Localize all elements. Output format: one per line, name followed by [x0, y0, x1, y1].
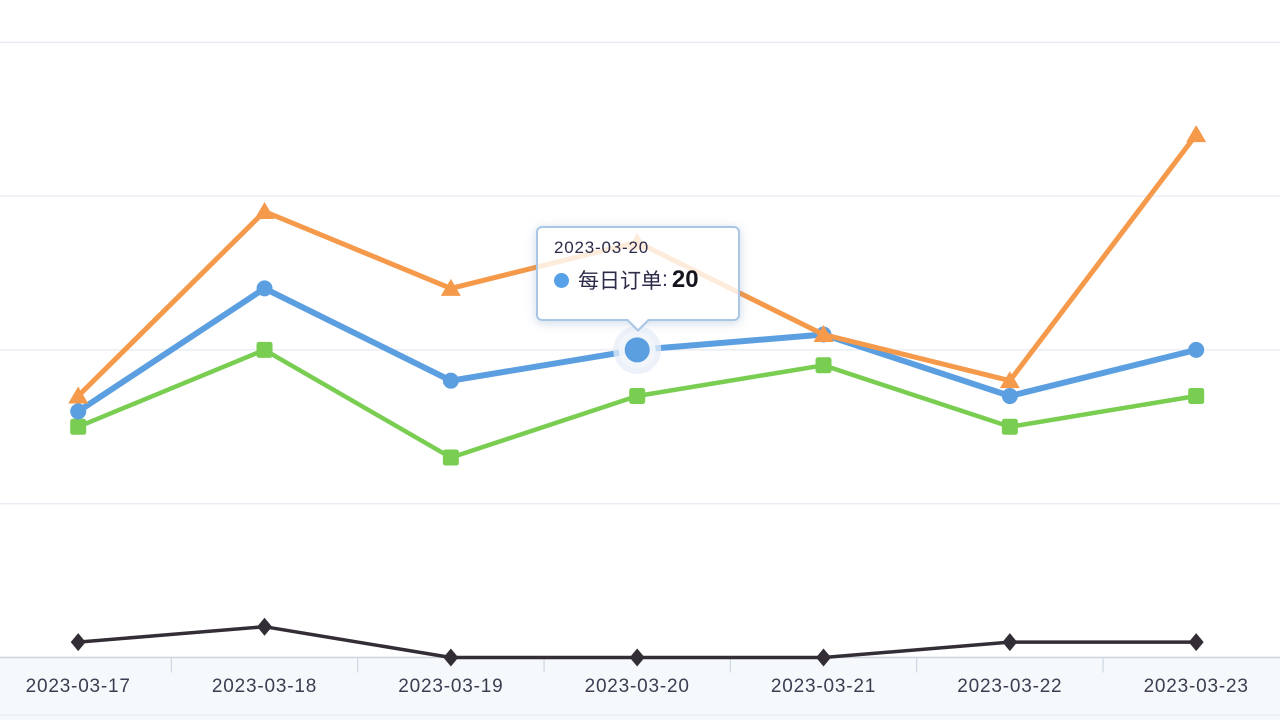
series-layer — [68, 125, 1207, 667]
x-axis-label-2023-03-18: 2023-03-18 — [211, 676, 318, 697]
data-point-circle-2023-03-18[interactable] — [256, 280, 273, 297]
x-axis-label-2023-03-17: 2023-03-17 — [25, 676, 131, 697]
data-point-triangle-2023-03-22[interactable] — [999, 371, 1020, 389]
data-point-circle-2023-03-23[interactable] — [1188, 341, 1205, 358]
tooltip-series-row: 每日订单 : 20 — [554, 265, 724, 295]
data-point-diamond-2023-03-22[interactable] — [1002, 633, 1018, 652]
data-point-square-2023-03-23[interactable] — [1188, 388, 1205, 405]
x-axis-labels: 2023-03-17 2023-03-18 2023-03-19 2023-03-20… — [0, 676, 1280, 706]
data-point-circle-2023-03-22[interactable] — [1001, 388, 1018, 405]
data-point-triangle-2023-03-19[interactable] — [440, 278, 461, 296]
data-point-triangle-2023-03-21[interactable] — [813, 325, 834, 343]
series-marker-dot-icon — [554, 272, 569, 288]
data-point-square-2023-03-17[interactable] — [70, 418, 87, 435]
below-axis-band — [0, 658, 1280, 720]
x-axis-label-2023-03-22: 2023-03-22 — [957, 676, 1063, 697]
x-axis-label-2023-03-20: 2023-03-20 — [584, 676, 690, 697]
tooltip-date: 2023-03-20 — [554, 238, 649, 257]
data-point-circle-2023-03-17[interactable] — [70, 403, 87, 420]
tooltip: 2023-03-20 每日订单 : 20 — [536, 226, 740, 332]
data-point-diamond-2023-03-19[interactable] — [443, 648, 459, 667]
data-point-diamond-2023-03-23[interactable] — [1188, 633, 1204, 652]
x-axis-label-2023-03-23: 2023-03-23 — [1143, 676, 1249, 697]
data-point-diamond-2023-03-17[interactable] — [70, 633, 86, 652]
data-point-triangle-2023-03-23[interactable] — [1186, 125, 1207, 143]
tooltip-series-label: 每日订单 — [578, 270, 662, 293]
data-point-diamond-2023-03-20[interactable] — [629, 648, 645, 667]
tooltip-value: 20 — [671, 266, 699, 293]
data-point-square-2023-03-19[interactable] — [442, 449, 459, 466]
x-axis-label-2023-03-21: 2023-03-21 — [770, 676, 877, 697]
data-point-triangle-2023-03-18[interactable] — [254, 201, 275, 219]
tooltip-separator: : — [662, 268, 668, 291]
data-point-square-2023-03-22[interactable] — [1001, 418, 1018, 435]
data-point-diamond-2023-03-21[interactable] — [816, 648, 832, 667]
data-point-square-2023-03-21[interactable] — [815, 357, 832, 374]
x-axis-label-2023-03-19: 2023-03-19 — [398, 676, 504, 697]
data-point-triangle-2023-03-17[interactable] — [68, 386, 89, 404]
data-point-circle-2023-03-19[interactable] — [442, 372, 459, 389]
data-point-square-2023-03-18[interactable] — [256, 341, 273, 358]
data-point-square-2023-03-20[interactable] — [629, 388, 646, 405]
data-point-circle-2023-03-20[interactable] — [624, 337, 650, 363]
data-point-diamond-2023-03-18[interactable] — [257, 617, 273, 636]
